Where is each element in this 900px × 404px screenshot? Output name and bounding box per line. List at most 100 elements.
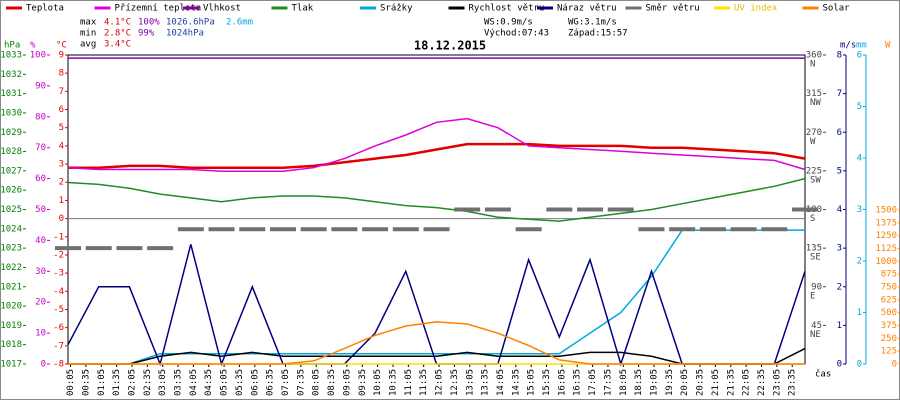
- x-tick-label: 06:05: [250, 369, 260, 396]
- y-tick-label: 0: [59, 214, 64, 224]
- stat-rain: 2.6mm: [226, 18, 253, 28]
- y-tick-label: 315: [806, 89, 822, 99]
- stat-temp: 2.8°C: [104, 29, 131, 39]
- wind-direction: [331, 227, 358, 232]
- x-tick-label: 04:35: [204, 369, 214, 396]
- x-tick-label: 23:05: [772, 369, 782, 396]
- x-tick-label: 11:35: [419, 369, 429, 396]
- x-tick-label: 22:05: [742, 369, 752, 396]
- series-line: [68, 321, 805, 365]
- x-tick-label: 03:05: [158, 369, 168, 396]
- wind-direction: [208, 227, 235, 232]
- series-line: [67, 117, 806, 173]
- y-tick-label: -4: [53, 287, 64, 297]
- wind-direction: [116, 246, 143, 251]
- legend-label: Přízemní teplota: [115, 4, 202, 14]
- y-tick-label: 1: [857, 308, 862, 318]
- wind-direction: [300, 227, 327, 232]
- x-tick-label: 04:05: [189, 369, 199, 396]
- x-tick-label: 23:35: [788, 369, 798, 396]
- x-axis-label: čas: [815, 369, 831, 380]
- x-tick-label: 16:05: [557, 369, 567, 396]
- y-tick-label: 1: [59, 196, 64, 206]
- stat-hum: 99%: [138, 29, 155, 39]
- y-tick-label: 5: [837, 166, 842, 176]
- y-tick-label: 2: [857, 257, 862, 267]
- y-tick-label: 135: [806, 244, 822, 254]
- compass-label: NE: [810, 330, 821, 340]
- y-tick-label: 4: [857, 154, 862, 164]
- y-tick-label: -7: [53, 341, 64, 351]
- stat-temp: 3.4°C: [104, 40, 131, 50]
- wind-direction: [484, 207, 511, 212]
- y-tick-label: 1017: [0, 360, 22, 370]
- axis-unit: mm: [856, 41, 867, 51]
- legend-label: Rychlost větru: [469, 4, 545, 14]
- x-tick-label: 14:35: [511, 369, 521, 396]
- stat-wg: WG:3.1m/s: [568, 18, 617, 28]
- y-tick-label: -6: [53, 323, 64, 333]
- stat-label: min: [80, 29, 96, 39]
- y-tick-label: 1024: [0, 224, 22, 234]
- y-tick-label: 70: [35, 143, 46, 153]
- compass-label: SE: [810, 253, 821, 263]
- y-tick-label: 2: [59, 178, 64, 188]
- y-tick-label: 80: [35, 112, 46, 122]
- y-tick-label: 2: [837, 282, 842, 292]
- y-tick-label: 1019: [0, 321, 22, 331]
- y-tick-label: 100: [30, 51, 46, 61]
- legend-label: Teplota: [26, 4, 64, 14]
- y-tick-label: 7: [59, 87, 64, 97]
- y-tick-label: 1500: [875, 206, 897, 216]
- x-tick-label: 22:35: [757, 369, 767, 396]
- y-tick-label: 4: [59, 141, 64, 151]
- y-tick-label: 270: [806, 128, 822, 138]
- wind-direction: [177, 227, 204, 232]
- x-tick-label: 02:35: [143, 369, 153, 396]
- x-tick-label: 12:05: [435, 369, 445, 396]
- y-tick-label: 6: [857, 51, 862, 61]
- x-tick-label: 19:05: [650, 369, 660, 396]
- y-tick-label: 1022: [0, 263, 22, 273]
- x-tick-label: 13:05: [465, 369, 475, 396]
- x-tick-label: 18:35: [634, 369, 644, 396]
- y-tick-label: 1028: [0, 147, 22, 157]
- axis-unit: W: [885, 41, 891, 51]
- x-tick-label: 01:35: [112, 369, 122, 396]
- y-tick-label: 1021: [0, 282, 22, 292]
- y-tick-label: 1026: [0, 186, 22, 196]
- x-tick-label: 07:05: [281, 369, 291, 396]
- x-tick-label: 07:35: [296, 369, 306, 396]
- y-tick-label: 250: [881, 334, 897, 344]
- wind-direction: [515, 227, 542, 232]
- x-tick-label: 01:05: [97, 369, 107, 396]
- y-tick-label: 225: [806, 166, 822, 176]
- x-tick-label: 14:05: [496, 369, 506, 396]
- x-tick-label: 20:35: [696, 369, 706, 396]
- compass-label: S: [810, 214, 815, 224]
- stat-press: 1026.6hPa: [166, 18, 215, 28]
- y-tick-label: 50: [35, 205, 46, 215]
- axis-unit: °C: [56, 41, 67, 51]
- wind-direction: [147, 246, 174, 251]
- x-tick-label: 08:35: [327, 369, 337, 396]
- x-tick-label: 21:05: [711, 369, 721, 396]
- x-tick-label: 20:05: [680, 369, 690, 396]
- wind-direction: [699, 227, 726, 232]
- y-tick-label: 1033: [0, 51, 22, 61]
- y-tick-label: 90: [35, 81, 46, 91]
- y-tick-label: 20: [35, 298, 46, 308]
- y-tick-label: 360: [806, 51, 822, 61]
- stat-label: avg: [80, 40, 96, 50]
- x-tick-label: 08:05: [312, 369, 322, 396]
- y-tick-label: 750: [881, 283, 897, 293]
- compass-label: N: [810, 60, 815, 70]
- y-tick-label: 0: [41, 360, 46, 370]
- axis-unit: m/s: [840, 41, 856, 51]
- y-tick-label: 45: [811, 321, 822, 331]
- y-tick-label: 1027: [0, 166, 22, 176]
- y-tick-label: 0: [892, 360, 897, 370]
- wind-direction: [362, 227, 389, 232]
- plot-area: [67, 54, 806, 365]
